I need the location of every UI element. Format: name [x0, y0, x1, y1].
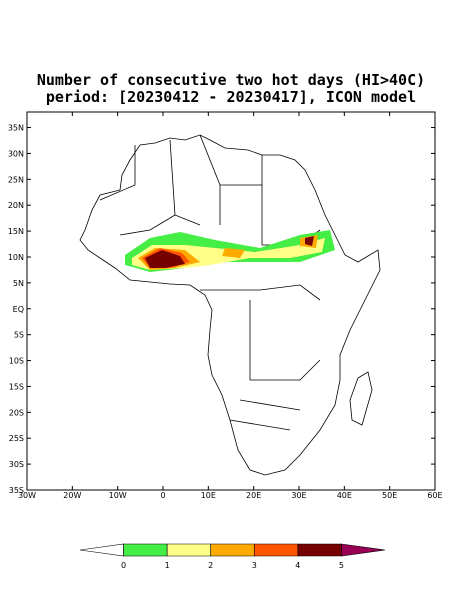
lat-tick-label: 5S [14, 331, 24, 340]
lon-tick-label: 0 [160, 491, 165, 500]
lat-tick-label: 35N [8, 124, 24, 133]
lon-tick-label: 10E [201, 491, 216, 500]
colorbar-label: 4 [295, 561, 300, 570]
title-line: Number of consecutive two hot days (HI>4… [37, 71, 425, 89]
colorbar-label: 5 [339, 561, 344, 570]
lon-tick-label: 20E [246, 491, 261, 500]
colorbar-swatch [297, 543, 342, 557]
colorbar-swatch [166, 543, 212, 557]
colorbar-swatch [253, 543, 299, 557]
colorbar-label: 0 [121, 561, 126, 570]
lat-tick-label: EQ [13, 305, 24, 314]
lon-tick-label: 30W [18, 491, 36, 500]
lat-tick-label: 25S [9, 434, 24, 443]
lon-tick-label: 10W [109, 491, 127, 500]
lat-tick-label: 15S [9, 382, 24, 391]
colorbar-swatch [123, 543, 168, 557]
lon-tick-label: 60E [427, 491, 442, 500]
land [79, 134, 381, 476]
lon-tick-label: 30E [291, 491, 306, 500]
lon-tick-label: 20W [63, 491, 81, 500]
lat-tick-label: 10N [8, 253, 24, 262]
colorbar-swatch [210, 543, 255, 557]
title-line: period: [20230412 - 20230417], ICON mode… [46, 88, 416, 106]
lat-tick-label: 30N [8, 149, 24, 158]
lat-tick-label: 10S [9, 357, 24, 366]
hot-day-patches [125, 230, 335, 272]
colorbar-label: 3 [252, 561, 257, 570]
lat-tick-label: 20S [9, 408, 24, 417]
lat-tick-label: 5N [13, 279, 24, 288]
lat-tick-label: 30S [9, 460, 24, 469]
colorbar-label: 1 [165, 561, 170, 570]
lon-tick-label: 50E [382, 491, 397, 500]
lat-tick-label: 35S [9, 486, 24, 495]
colorbar-swatch [79, 543, 124, 557]
map-frame [26, 111, 436, 491]
lat-tick-label: 15N [8, 227, 24, 236]
lat-tick-label: 20N [8, 201, 24, 210]
lat-tick-label: 25N [8, 175, 24, 184]
colorbar-label: 2 [208, 561, 213, 570]
lon-tick-label: 40E [337, 491, 352, 500]
colorbar-swatch [341, 543, 386, 557]
